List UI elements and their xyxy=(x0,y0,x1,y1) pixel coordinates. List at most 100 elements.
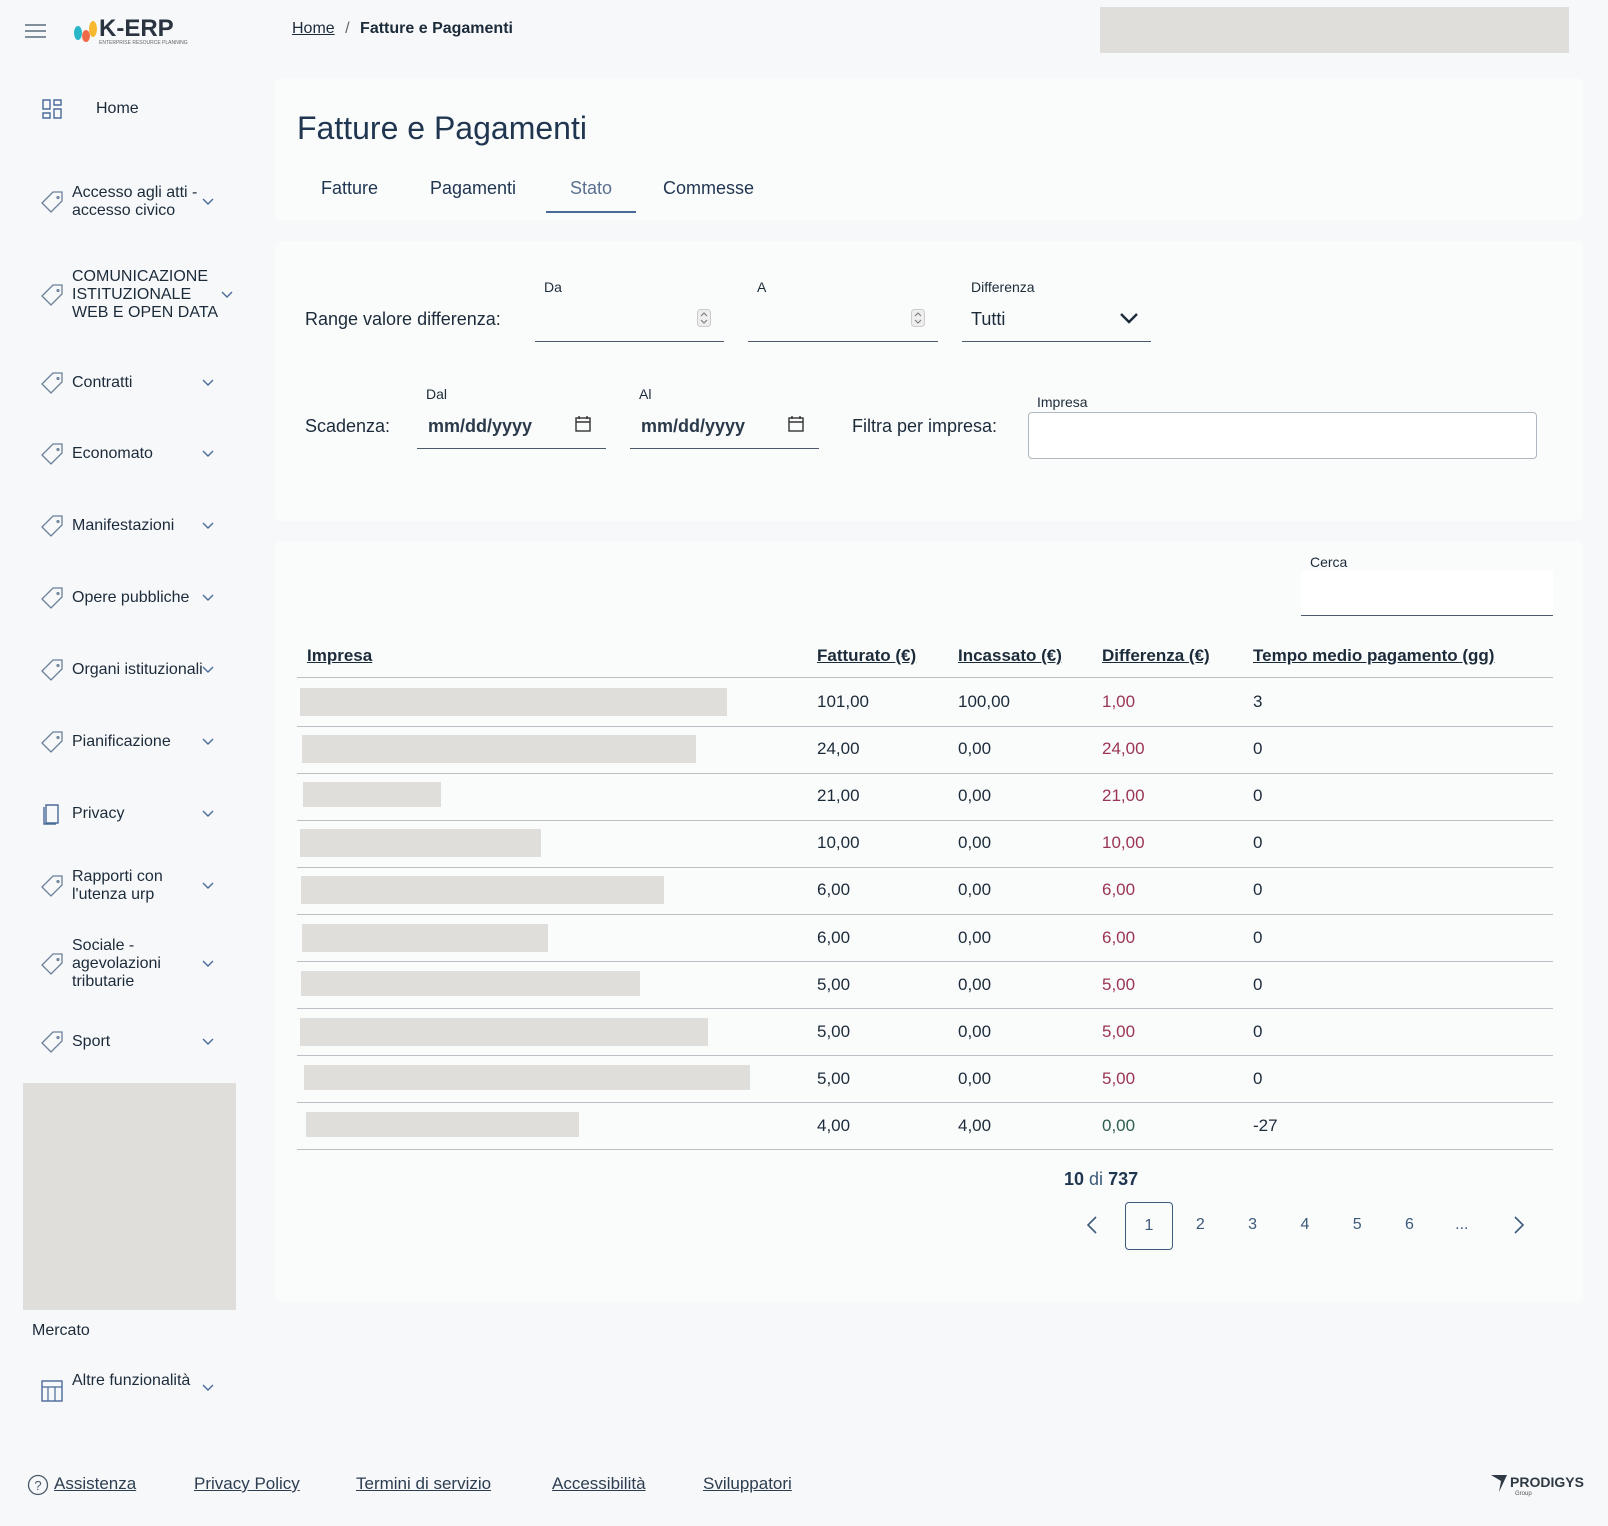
page-link[interactable]: 6 xyxy=(1405,1216,1414,1233)
brand: PRODIGYS xyxy=(1510,1474,1584,1490)
table-cell: 0 xyxy=(1253,833,1263,853)
tab[interactable]: Commesse xyxy=(663,178,755,198)
table-cell: 0,00 xyxy=(958,927,992,947)
page-link[interactable]: ... xyxy=(1455,1216,1469,1233)
sidebar-item[interactable]: Contratti xyxy=(72,374,133,391)
date-input[interactable]: mm/dd/yyyy xyxy=(417,403,606,449)
chevron xyxy=(202,1384,214,1391)
row-divider xyxy=(297,1149,1553,1151)
chevron xyxy=(202,379,214,386)
sidebar-item[interactable]: Organi istituzionali xyxy=(72,661,203,678)
sidebar-item[interactable]: Accesso agli atti - accesso civico xyxy=(72,184,198,219)
spinner xyxy=(697,309,711,327)
tab[interactable]: Pagamenti xyxy=(430,178,517,198)
column-header[interactable]: Tempo medio pagamento (gg) xyxy=(1253,646,1495,665)
sidebar-item[interactable]: Manifestazioni xyxy=(72,517,175,534)
chevron xyxy=(202,882,214,889)
table-cell: 4,00 xyxy=(958,1115,992,1135)
sidebar-item[interactable]: Pianificazione xyxy=(72,733,171,750)
item-icon xyxy=(43,804,59,825)
table-cell: 0,00 xyxy=(958,1068,992,1088)
row-divider xyxy=(297,725,1553,727)
footer-link[interactable]: Assistenza xyxy=(54,1474,137,1493)
breadcrumb-separator: / xyxy=(345,20,350,37)
footer-link[interactable]: Termini di servizio xyxy=(356,1474,492,1493)
icon-shape xyxy=(41,875,63,897)
filter-label: Scadenza: xyxy=(305,416,391,436)
page-current[interactable]: 1 xyxy=(1125,1202,1173,1250)
page-link[interactable]: 4 xyxy=(1300,1216,1310,1233)
field-label: Cerca xyxy=(1310,554,1348,570)
table-cell: 6,00 xyxy=(817,880,851,900)
sidebar-item[interactable]: Rapporti con l'utenza urp xyxy=(72,868,163,903)
next-page[interactable] xyxy=(1513,1216,1525,1234)
sidebar-item[interactable]: Altre funzionalità xyxy=(72,1372,191,1389)
prev-page[interactable] xyxy=(1086,1216,1098,1234)
number-input[interactable] xyxy=(748,296,938,342)
redacted-block xyxy=(23,1083,236,1310)
table-cell: 0,00 xyxy=(958,880,992,900)
sidebar-item[interactable]: Home xyxy=(96,100,139,117)
item-icon xyxy=(41,372,63,394)
arrow xyxy=(1086,1216,1097,1234)
sidebar-item[interactable]: Sociale - agevolazioni tributarie xyxy=(72,937,161,990)
table-cell: 0,00 xyxy=(1102,1115,1136,1135)
icon-shape xyxy=(41,1031,63,1053)
icon-shape xyxy=(41,731,63,753)
footer-link[interactable]: Sviluppatori xyxy=(703,1474,792,1493)
date-input[interactable]: mm/dd/yyyy xyxy=(630,403,819,449)
icon-shape xyxy=(41,284,63,306)
item-icon xyxy=(41,659,63,681)
sidebar-item[interactable]: Sport xyxy=(72,1033,111,1050)
table-cell: 6,00 xyxy=(817,927,851,947)
sidebar-item[interactable]: Privacy xyxy=(72,805,125,822)
page-link[interactable]: 3 xyxy=(1248,1216,1258,1233)
chevron xyxy=(202,198,214,205)
page-link[interactable]: 5 xyxy=(1352,1216,1362,1233)
breadcrumb-link[interactable]: Home xyxy=(292,20,335,37)
footer-link[interactable]: Privacy Policy xyxy=(194,1474,300,1493)
table-cell: 0,00 xyxy=(958,739,992,759)
table-cell: 21,00 xyxy=(817,786,860,806)
tab[interactable]: Fatture xyxy=(321,178,379,198)
redacted-name xyxy=(300,1017,708,1046)
page-link[interactable]: 2 xyxy=(1195,1216,1205,1233)
item-icon xyxy=(41,191,63,213)
table-cell: 5,00 xyxy=(1102,1068,1136,1088)
sidebar-item[interactable]: Opere pubbliche xyxy=(72,589,190,606)
chevron-shape xyxy=(202,594,214,601)
pagination-summary: 10 di 737 xyxy=(1064,1169,1138,1190)
number-input[interactable] xyxy=(535,296,724,342)
breadcrumb: Home / Fatture e Pagamenti xyxy=(292,20,513,38)
column-header[interactable]: Impresa xyxy=(307,646,373,665)
item-icon xyxy=(41,731,63,753)
tab-active[interactable]: Stato xyxy=(570,178,613,198)
sidebar-label[interactable]: Mercato xyxy=(32,1322,90,1339)
column-header[interactable]: Incassato (€) xyxy=(958,646,1062,665)
column-header[interactable]: Fatturato (€) xyxy=(817,646,917,665)
column-header[interactable]: Differenza (€) xyxy=(1102,646,1210,665)
search-input[interactable] xyxy=(1301,571,1553,616)
icon-shape xyxy=(42,99,62,119)
item-icon xyxy=(41,587,63,609)
redacted-name xyxy=(300,688,727,716)
icon-shape xyxy=(41,191,63,213)
footer-link[interactable]: Accessibilità xyxy=(552,1474,646,1493)
redacted-name xyxy=(301,970,640,996)
table-cell: 101,00 xyxy=(817,692,869,711)
chevron-shape xyxy=(202,450,214,457)
menu-icon[interactable] xyxy=(24,22,48,40)
text-input[interactable] xyxy=(1028,412,1537,459)
title-card xyxy=(275,78,1583,220)
sidebar-item[interactable]: COMUNICAZIONE ISTITUZIONALE WEB E OPEN D… xyxy=(72,268,219,321)
table-cell: 5,00 xyxy=(817,1021,851,1041)
breadcrumb-current: Fatture e Pagamenti xyxy=(360,20,513,37)
brand-subtitle: Group xyxy=(1515,1491,1532,1497)
page-title: Fatture e Pagamenti xyxy=(297,110,587,146)
select[interactable]: Tutti xyxy=(962,296,1151,342)
sidebar-item[interactable]: Economato xyxy=(72,445,153,462)
redacted-name xyxy=(306,1111,579,1137)
select-value: Tutti xyxy=(971,309,1006,329)
row-divider xyxy=(297,913,1553,915)
row-divider xyxy=(297,1008,1553,1010)
